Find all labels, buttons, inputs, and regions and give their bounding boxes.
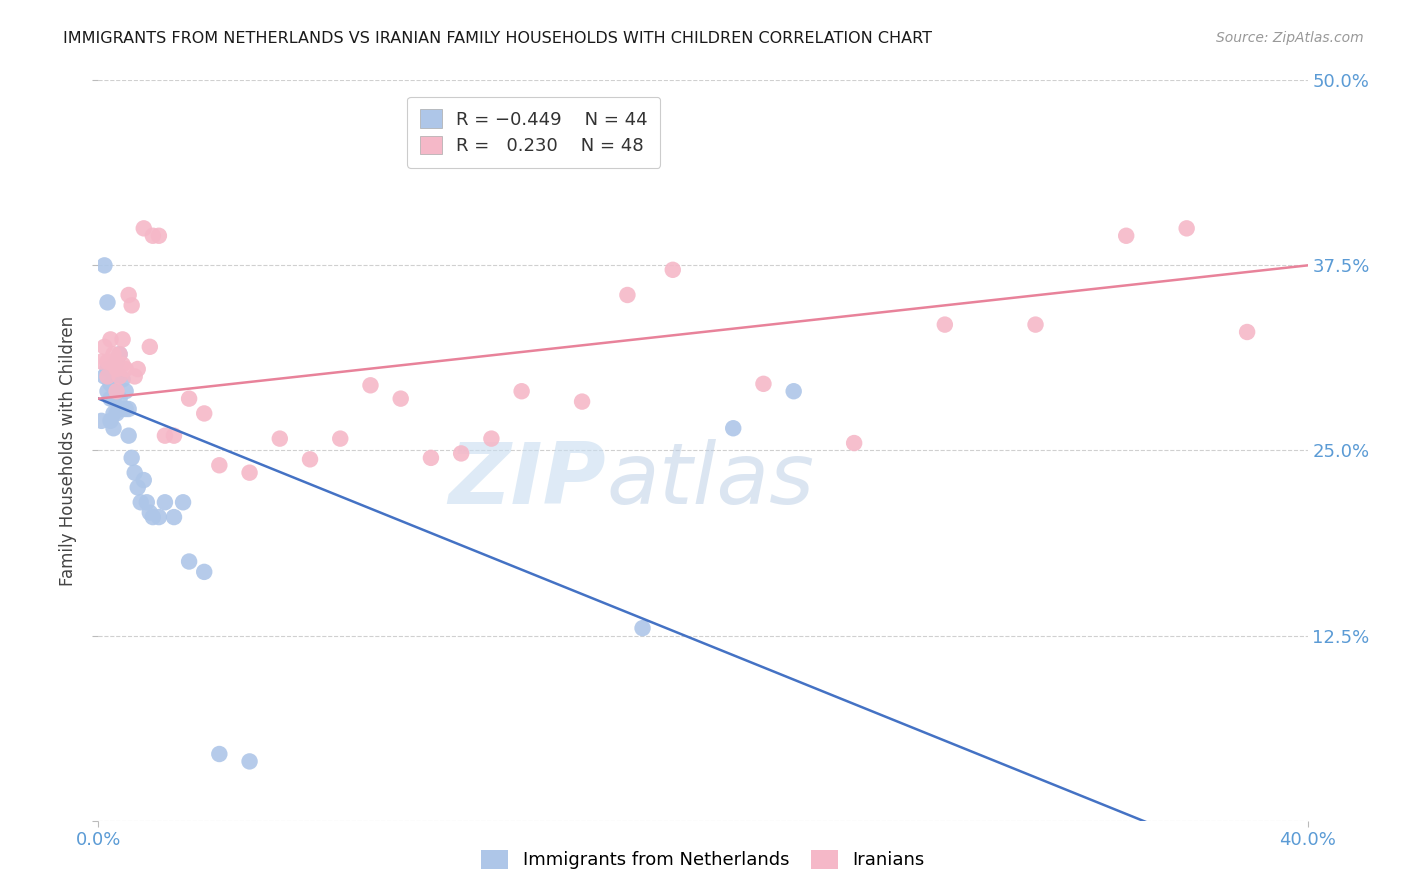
Point — [1115, 228, 1137, 243]
Text: atlas: atlas — [606, 439, 814, 522]
Text: IMMIGRANTS FROM NETHERLANDS VS IRANIAN FAMILY HOUSEHOLDS WITH CHILDREN CORRELATI: IMMIGRANTS FROM NETHERLANDS VS IRANIAN F… — [63, 31, 932, 46]
Point — [631, 621, 654, 635]
Point — [100, 392, 122, 406]
Point — [783, 384, 806, 399]
Point — [118, 288, 141, 302]
Point — [1175, 221, 1198, 235]
Point — [129, 495, 152, 509]
Point — [510, 384, 533, 399]
Point — [179, 392, 201, 406]
Point — [1024, 318, 1046, 332]
Y-axis label: Family Households with Children: Family Households with Children — [59, 316, 77, 585]
Point — [108, 369, 131, 384]
Point — [103, 376, 125, 391]
Point — [105, 376, 128, 391]
Point — [96, 384, 118, 399]
Point — [114, 384, 136, 399]
Point — [105, 362, 128, 376]
Point — [90, 414, 112, 428]
Point — [239, 755, 262, 769]
Point — [103, 358, 125, 372]
Point — [389, 392, 412, 406]
Point — [661, 262, 683, 277]
Point — [239, 466, 262, 480]
Point — [142, 510, 165, 524]
Point — [124, 369, 146, 384]
Point — [108, 347, 131, 361]
Point — [90, 354, 112, 368]
Point — [208, 747, 231, 761]
Text: Source: ZipAtlas.com: Source: ZipAtlas.com — [1216, 31, 1364, 45]
Point — [299, 452, 322, 467]
Point — [934, 318, 956, 332]
Point — [121, 298, 143, 312]
Point — [121, 450, 143, 465]
Point — [103, 421, 125, 435]
Point — [723, 421, 745, 435]
Point — [105, 407, 128, 421]
Point — [100, 354, 122, 368]
Point — [172, 495, 194, 509]
Point — [1236, 325, 1258, 339]
Point — [100, 414, 122, 428]
Point — [127, 362, 149, 376]
Point — [193, 565, 215, 579]
Point — [124, 466, 146, 480]
Point — [100, 376, 122, 391]
Point — [111, 372, 134, 386]
Point — [142, 228, 165, 243]
Point — [571, 394, 593, 409]
Point — [163, 510, 186, 524]
Point — [752, 376, 775, 391]
Point — [153, 495, 176, 509]
Point — [208, 458, 231, 473]
Point — [193, 407, 215, 421]
Point — [118, 428, 141, 442]
Point — [93, 369, 115, 384]
Point — [139, 506, 162, 520]
Point — [103, 407, 125, 421]
Point — [103, 347, 125, 361]
Point — [135, 495, 157, 509]
Point — [360, 378, 382, 392]
Legend: R = −0.449    N = 44, R =   0.230    N = 48: R = −0.449 N = 44, R = 0.230 N = 48 — [408, 96, 661, 168]
Point — [153, 428, 176, 442]
Point — [93, 259, 115, 273]
Point — [616, 288, 638, 302]
Point — [329, 432, 352, 446]
Point — [111, 332, 134, 346]
Point — [100, 332, 122, 346]
Point — [132, 473, 155, 487]
Point — [269, 432, 291, 446]
Point — [108, 369, 131, 384]
Point — [118, 402, 141, 417]
Point — [111, 402, 134, 417]
Point — [450, 446, 472, 460]
Point — [105, 354, 128, 368]
Point — [108, 392, 131, 406]
Point — [148, 510, 170, 524]
Point — [114, 402, 136, 417]
Point — [93, 340, 115, 354]
Point — [108, 347, 131, 361]
Point — [111, 358, 134, 372]
Point — [179, 555, 201, 569]
Point — [96, 362, 118, 376]
Point — [148, 228, 170, 243]
Point — [163, 428, 186, 442]
Point — [103, 392, 125, 406]
Point — [96, 354, 118, 368]
Point — [127, 480, 149, 494]
Point — [420, 450, 443, 465]
Point — [105, 384, 128, 399]
Point — [96, 295, 118, 310]
Point — [96, 369, 118, 384]
Point — [132, 221, 155, 235]
Point — [139, 340, 162, 354]
Legend: Immigrants from Netherlands, Iranians: Immigrants from Netherlands, Iranians — [472, 841, 934, 879]
Point — [481, 432, 503, 446]
Point — [844, 436, 866, 450]
Text: ZIP: ZIP — [449, 439, 606, 522]
Point — [114, 362, 136, 376]
